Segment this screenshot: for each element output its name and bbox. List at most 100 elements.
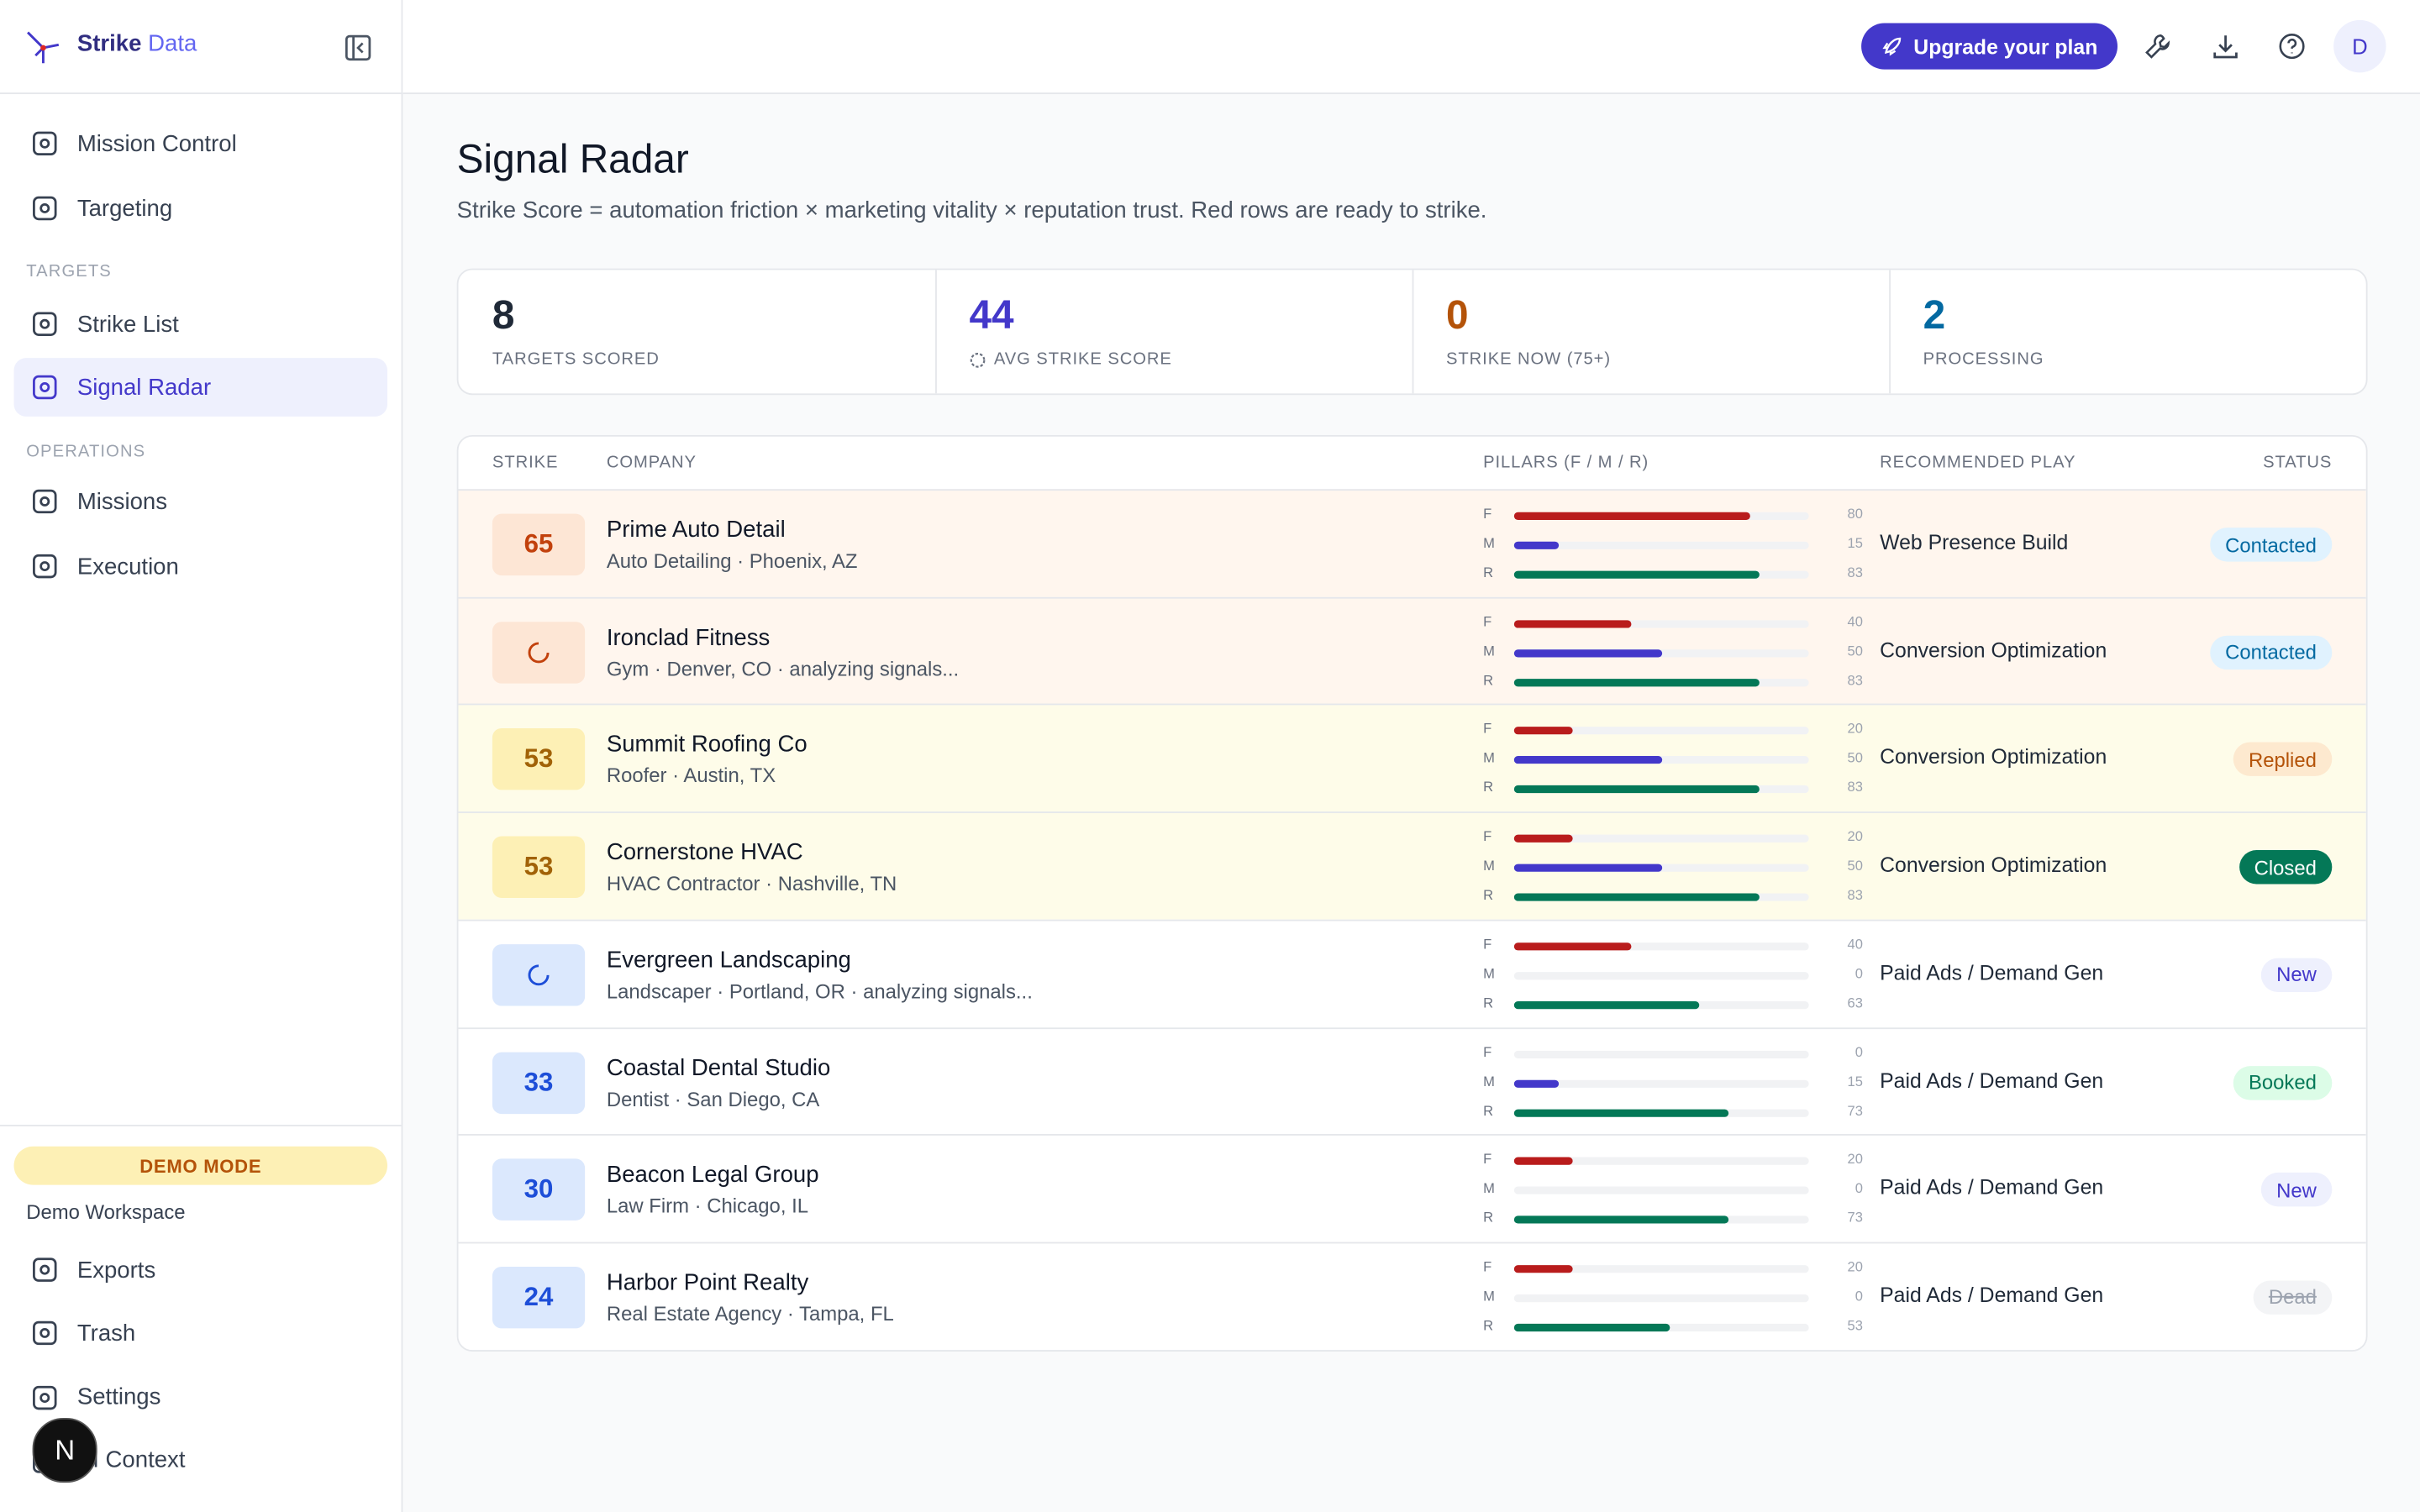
pillar-track: [1513, 1294, 1809, 1303]
stat-label: PROCESSING: [1923, 349, 2044, 369]
pillar-bar: [1513, 570, 1759, 579]
nav-item[interactable]: Signal Radar: [13, 358, 388, 417]
spinner: [528, 963, 550, 985]
status-pill: Contacted: [2209, 528, 2333, 562]
company-meta: Landscaper · Portland, OR · analyzing si…: [606, 979, 1033, 1003]
pillar-track: [1513, 756, 1809, 764]
table-row: Evergreen Landscaping Landscaper · Portla…: [458, 919, 2366, 1027]
table-row: 53 Summit Roofing Co Roofer · Austin, TX F 2…: [458, 704, 2366, 812]
pillar-label: R: [1483, 995, 1494, 1011]
status-pill: Contacted: [2209, 635, 2333, 669]
pillar-bar: [1513, 512, 1750, 520]
stat-value: 8: [492, 291, 515, 339]
strike-badge: [492, 943, 586, 1006]
pillar-bar: [1513, 785, 1759, 794]
tools-button[interactable]: [2144, 33, 2171, 60]
pillar-bar: [1513, 1108, 1729, 1116]
nav-item[interactable]: Execution: [14, 537, 387, 596]
nav-icon: [33, 1257, 57, 1282]
pillar-value: 83: [1847, 564, 1863, 580]
pillar-value: 40: [1847, 936, 1863, 952]
nav-icon: [33, 131, 57, 156]
pillar-label: M: [1483, 1073, 1495, 1089]
divider: [0, 92, 402, 95]
status-pill: New: [2260, 1173, 2333, 1207]
nav-label: Trash: [76, 1320, 136, 1347]
column-header: STRIKE: [492, 454, 559, 473]
company-meta: Real Estate Agency · Tampa, FL: [606, 1302, 894, 1326]
upgrade-label: Upgrade your plan: [1913, 34, 2098, 58]
pillar-track: [1513, 1157, 1809, 1166]
company-name: Harbor Point Realty: [606, 1269, 809, 1296]
nav-item[interactable]: Targeting: [14, 179, 387, 238]
nav-section: TARGETS: [26, 262, 112, 281]
nav-icon: [33, 375, 57, 400]
nav-item[interactable]: Strike List: [14, 295, 387, 354]
stat: 8 TARGETS SCORED: [459, 270, 937, 394]
recommended-play: Conversion Optimization: [1880, 853, 2107, 877]
pillar-track: [1513, 1264, 1809, 1273]
status-pill: Replied: [2233, 743, 2333, 777]
brand: Strike Data: [77, 31, 197, 57]
pillar-label: F: [1483, 828, 1492, 844]
nav-item[interactable]: Exports: [14, 1241, 387, 1299]
recommended-play: Paid Ads / Demand Gen: [1880, 1283, 2104, 1307]
company-name: Cornerstone HVAC: [606, 839, 803, 866]
pillar-value: 15: [1847, 1073, 1863, 1089]
company-name: Summit Roofing Co: [606, 732, 808, 759]
nav-icon: [33, 1385, 57, 1410]
workspace: Demo Workspace: [26, 1200, 186, 1224]
nav-item[interactable]: Settings: [14, 1368, 387, 1426]
stat-label: AVG STRIKE SCORE: [993, 349, 1172, 369]
status-pill: Dead: [2253, 1280, 2333, 1315]
pillar-label: R: [1483, 1317, 1494, 1333]
pillar-label: R: [1483, 780, 1494, 795]
pillar-value: 73: [1847, 1102, 1863, 1118]
strike-score: 65: [523, 529, 554, 559]
pillar-bar: [1513, 1000, 1700, 1009]
download-button[interactable]: [2212, 33, 2239, 60]
status-pill: New: [2260, 958, 2333, 992]
pillar-label: M: [1483, 750, 1495, 766]
nav-item[interactable]: Trash: [14, 1305, 387, 1363]
company-meta: Dentist · San Diego, CA: [606, 1086, 820, 1110]
help-button[interactable]: [2278, 33, 2306, 60]
nav-item[interactable]: Mission Control: [14, 114, 387, 173]
pillar-bar: [1513, 1264, 1573, 1273]
pillar-label: M: [1483, 535, 1495, 551]
collapse-button[interactable]: [345, 34, 372, 61]
strike-badge: 33: [492, 1051, 586, 1114]
pillar-bar: [1513, 648, 1662, 657]
nav-item[interactable]: Missions: [14, 472, 387, 531]
pillar-track: [1513, 1000, 1809, 1009]
pillar-label: R: [1483, 1102, 1494, 1118]
pillar-bar: [1513, 834, 1573, 843]
column-header: RECOMMENDED PLAY: [1880, 454, 2076, 473]
pillar-value: 50: [1847, 858, 1863, 874]
company-name: Beacon Legal Group: [606, 1162, 819, 1189]
pillar-value: 83: [1847, 887, 1863, 903]
demo-badge: DEMO MODE: [13, 1146, 388, 1185]
strike-badge: [492, 621, 586, 684]
pillar-label: F: [1483, 1043, 1492, 1059]
pillar-label: R: [1483, 887, 1494, 903]
upgrade-button[interactable]: Upgrade your plan: [1861, 23, 2118, 70]
company-meta: Auto Detailing · Phoenix, AZ: [606, 549, 858, 573]
dev-badge[interactable]: N: [32, 1417, 97, 1483]
avatar[interactable]: D: [2333, 19, 2386, 73]
pillar-bar: [1513, 864, 1662, 872]
pillar-bar: [1513, 756, 1662, 764]
nav-label: Execution: [76, 553, 179, 580]
stat-value: 2: [1923, 291, 1946, 339]
spinner: [528, 641, 550, 663]
pillar-bar: [1513, 942, 1633, 951]
logo: [27, 31, 60, 64]
pillar-value: 63: [1847, 995, 1863, 1011]
pillar-label: F: [1483, 936, 1492, 952]
column-header: COMPANY: [606, 454, 697, 473]
pillar-track: [1513, 570, 1809, 579]
pillar-label: F: [1483, 1151, 1492, 1167]
stat: 0 STRIKE NOW (75+): [1413, 270, 1891, 394]
status-pill: Booked: [2233, 1065, 2333, 1100]
